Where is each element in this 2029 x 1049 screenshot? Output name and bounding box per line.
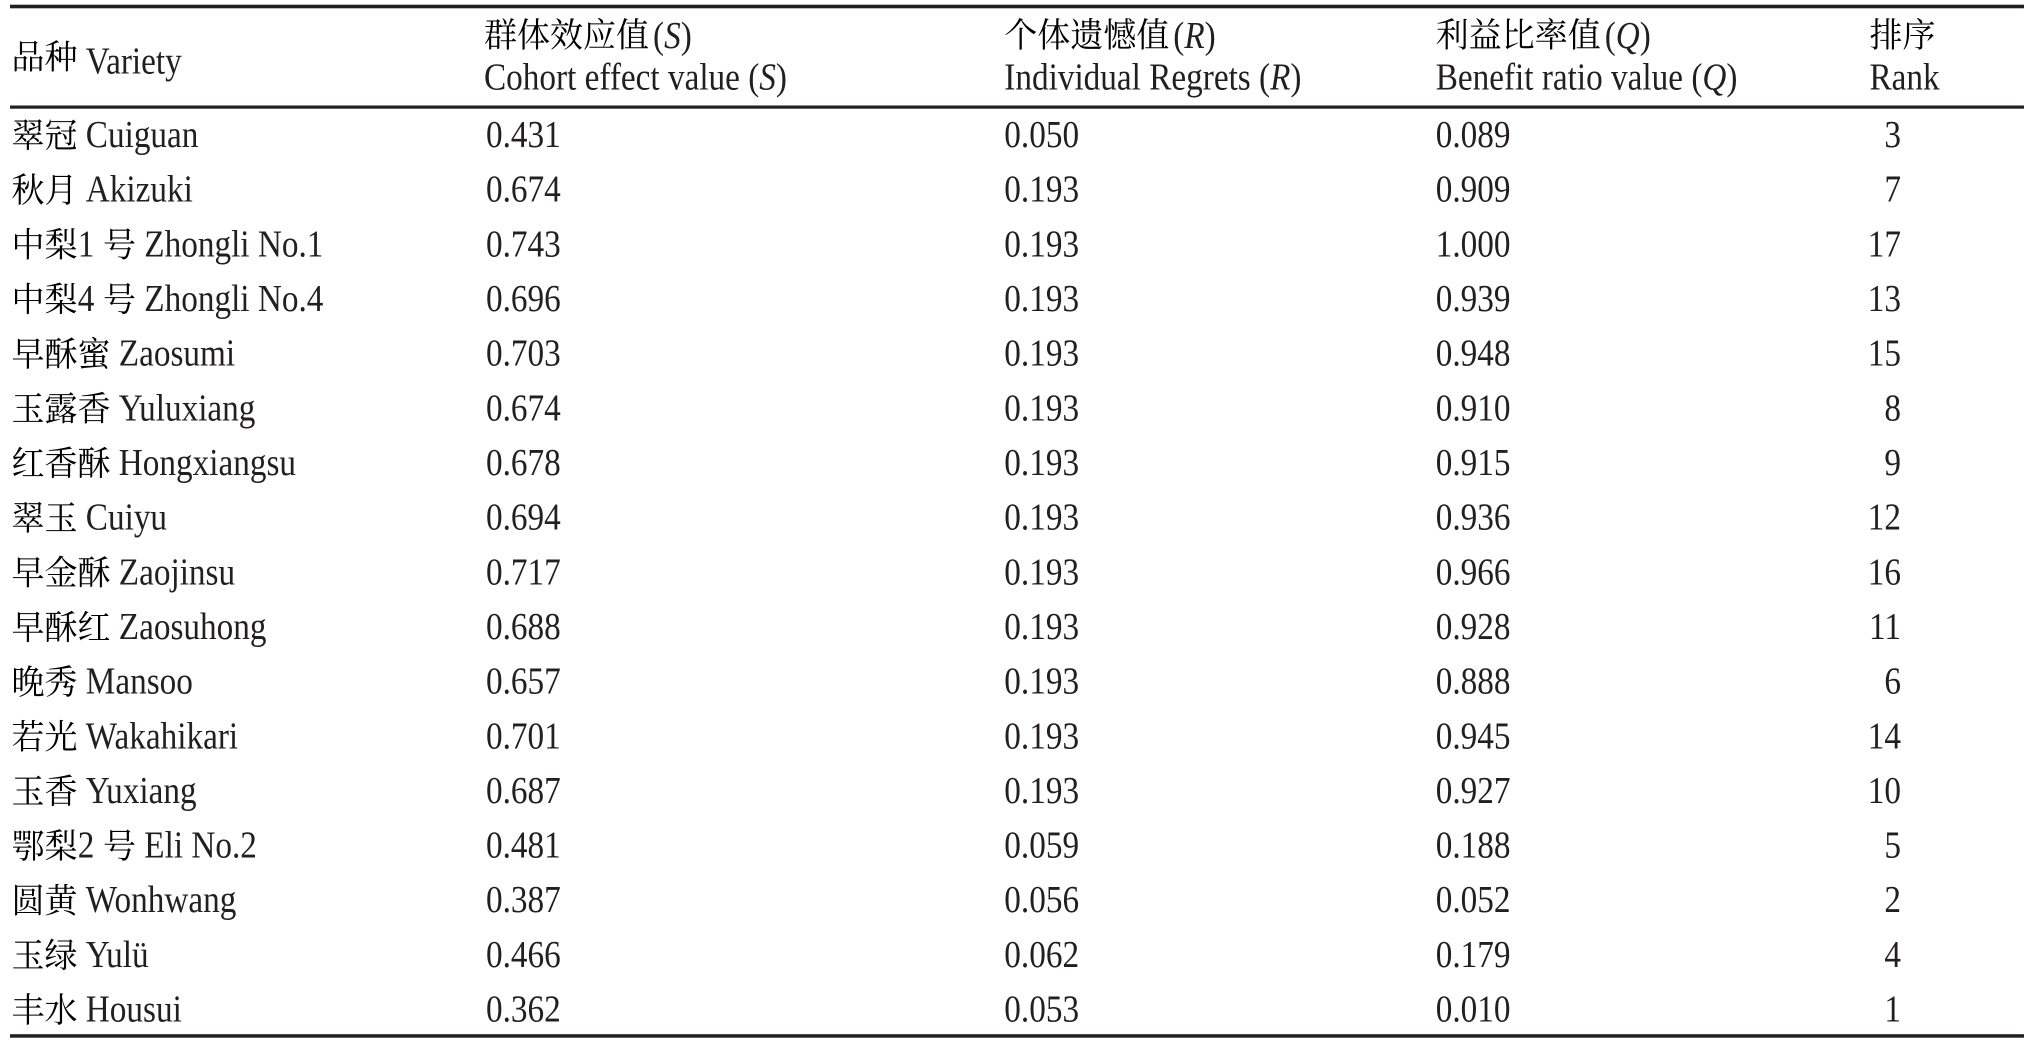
svg-text:2: 2 bbox=[78, 824, 95, 867]
svg-text:Yuxiang: Yuxiang bbox=[86, 769, 197, 812]
svg-text:Eli No.2: Eli No.2 bbox=[144, 824, 257, 867]
svg-text:15: 15 bbox=[1868, 332, 1901, 375]
svg-text:Housui: Housui bbox=[86, 988, 182, 1031]
svg-text:4: 4 bbox=[78, 277, 95, 320]
svg-text:0.945: 0.945 bbox=[1436, 714, 1511, 757]
svg-text:0.193: 0.193 bbox=[1004, 332, 1079, 375]
svg-text:0.966: 0.966 bbox=[1436, 550, 1511, 593]
svg-text:0.193: 0.193 bbox=[1004, 168, 1079, 211]
svg-text:0.193: 0.193 bbox=[1004, 496, 1079, 539]
svg-text:0.674: 0.674 bbox=[486, 168, 561, 211]
svg-text:0.193: 0.193 bbox=[1004, 660, 1079, 703]
svg-text:0.928: 0.928 bbox=[1436, 605, 1511, 648]
svg-text:6: 6 bbox=[1884, 660, 1901, 703]
svg-text:1: 1 bbox=[1884, 988, 1901, 1031]
svg-text:0.193: 0.193 bbox=[1004, 550, 1079, 593]
svg-text:0.694: 0.694 bbox=[486, 496, 561, 539]
svg-text:1: 1 bbox=[78, 222, 95, 265]
svg-text:Variety: Variety bbox=[86, 39, 182, 82]
svg-text:0.193: 0.193 bbox=[1004, 386, 1079, 429]
svg-text:Wakahikari: Wakahikari bbox=[86, 714, 238, 757]
svg-text:(S): (S) bbox=[653, 14, 692, 57]
svg-text:0.703: 0.703 bbox=[486, 332, 561, 375]
svg-text:0.193: 0.193 bbox=[1004, 277, 1079, 320]
svg-text:0.915: 0.915 bbox=[1436, 441, 1511, 484]
svg-text:Benefit ratio value (Q): Benefit ratio value (Q) bbox=[1436, 55, 1738, 98]
svg-text:1.000: 1.000 bbox=[1436, 222, 1511, 265]
svg-text:2: 2 bbox=[1884, 878, 1901, 921]
svg-text:13: 13 bbox=[1868, 277, 1901, 320]
svg-text:0.927: 0.927 bbox=[1436, 769, 1511, 812]
svg-text:5: 5 bbox=[1884, 824, 1901, 867]
svg-text:4: 4 bbox=[1884, 933, 1901, 976]
svg-text:0.481: 0.481 bbox=[486, 824, 561, 867]
svg-text:Cohort effect value (S): Cohort effect value (S) bbox=[484, 55, 787, 98]
svg-text:Cuiguan: Cuiguan bbox=[86, 113, 199, 156]
svg-text:0.056: 0.056 bbox=[1004, 878, 1079, 921]
svg-text:Hongxiangsu: Hongxiangsu bbox=[119, 441, 296, 484]
svg-text:0.743: 0.743 bbox=[486, 222, 561, 265]
svg-text:0.701: 0.701 bbox=[486, 714, 561, 757]
svg-text:Individual Regrets (R): Individual Regrets (R) bbox=[1004, 55, 1301, 98]
svg-text:0.387: 0.387 bbox=[486, 878, 561, 921]
svg-text:Zhongli No.4: Zhongli No.4 bbox=[144, 277, 323, 320]
svg-text:11: 11 bbox=[1869, 605, 1901, 648]
svg-text:Rank: Rank bbox=[1870, 55, 1940, 98]
svg-text:(Q): (Q) bbox=[1605, 14, 1651, 57]
svg-text:8: 8 bbox=[1884, 386, 1901, 429]
svg-text:0.948: 0.948 bbox=[1436, 332, 1511, 375]
svg-text:0.657: 0.657 bbox=[486, 660, 561, 703]
svg-text:0.193: 0.193 bbox=[1004, 605, 1079, 648]
svg-text:Yulü: Yulü bbox=[86, 933, 149, 976]
svg-text:0.888: 0.888 bbox=[1436, 660, 1511, 703]
svg-text:0.193: 0.193 bbox=[1004, 222, 1079, 265]
svg-text:Wonhwang: Wonhwang bbox=[86, 878, 237, 921]
svg-text:7: 7 bbox=[1884, 168, 1901, 211]
svg-text:0.717: 0.717 bbox=[486, 550, 561, 593]
svg-text:0.674: 0.674 bbox=[486, 386, 561, 429]
svg-text:16: 16 bbox=[1868, 550, 1901, 593]
svg-text:Zaosumi: Zaosumi bbox=[119, 332, 235, 375]
svg-text:0.688: 0.688 bbox=[486, 605, 561, 648]
svg-text:0.939: 0.939 bbox=[1436, 277, 1511, 320]
svg-text:0.052: 0.052 bbox=[1436, 878, 1511, 921]
svg-text:0.193: 0.193 bbox=[1004, 769, 1079, 812]
svg-text:3: 3 bbox=[1884, 113, 1901, 156]
svg-text:0.687: 0.687 bbox=[486, 769, 561, 812]
svg-text:0.188: 0.188 bbox=[1436, 824, 1511, 867]
svg-text:Cuiyu: Cuiyu bbox=[86, 496, 167, 539]
svg-text:0.193: 0.193 bbox=[1004, 714, 1079, 757]
svg-text:10: 10 bbox=[1868, 769, 1901, 812]
svg-text:0.089: 0.089 bbox=[1436, 113, 1511, 156]
svg-text:17: 17 bbox=[1868, 222, 1901, 265]
svg-text:0.179: 0.179 bbox=[1436, 933, 1511, 976]
svg-text:0.910: 0.910 bbox=[1436, 386, 1511, 429]
svg-text:0.696: 0.696 bbox=[486, 277, 561, 320]
svg-text:0.193: 0.193 bbox=[1004, 441, 1079, 484]
svg-text:0.678: 0.678 bbox=[486, 441, 561, 484]
svg-text:(R): (R) bbox=[1173, 14, 1215, 57]
svg-text:0.431: 0.431 bbox=[486, 113, 561, 156]
svg-text:0.466: 0.466 bbox=[486, 933, 561, 976]
svg-text:Zaojinsu: Zaojinsu bbox=[119, 550, 235, 593]
svg-text:0.053: 0.053 bbox=[1004, 988, 1079, 1031]
svg-text:9: 9 bbox=[1884, 441, 1901, 484]
svg-text:0.059: 0.059 bbox=[1004, 824, 1079, 867]
svg-text:0.010: 0.010 bbox=[1436, 988, 1511, 1031]
svg-text:0.362: 0.362 bbox=[486, 988, 561, 1031]
svg-text:Yuluxiang: Yuluxiang bbox=[119, 386, 256, 429]
svg-text:0.936: 0.936 bbox=[1436, 496, 1511, 539]
svg-text:0.050: 0.050 bbox=[1004, 113, 1079, 156]
svg-text:12: 12 bbox=[1868, 496, 1901, 539]
svg-text:0.909: 0.909 bbox=[1436, 168, 1511, 211]
svg-text:0.062: 0.062 bbox=[1004, 933, 1079, 976]
svg-text:14: 14 bbox=[1868, 714, 1901, 757]
svg-text:Akizuki: Akizuki bbox=[86, 168, 193, 211]
svg-text:Mansoo: Mansoo bbox=[86, 660, 193, 703]
svg-text:Zhongli No.1: Zhongli No.1 bbox=[144, 222, 323, 265]
svg-text:Zaosuhong: Zaosuhong bbox=[119, 605, 267, 648]
